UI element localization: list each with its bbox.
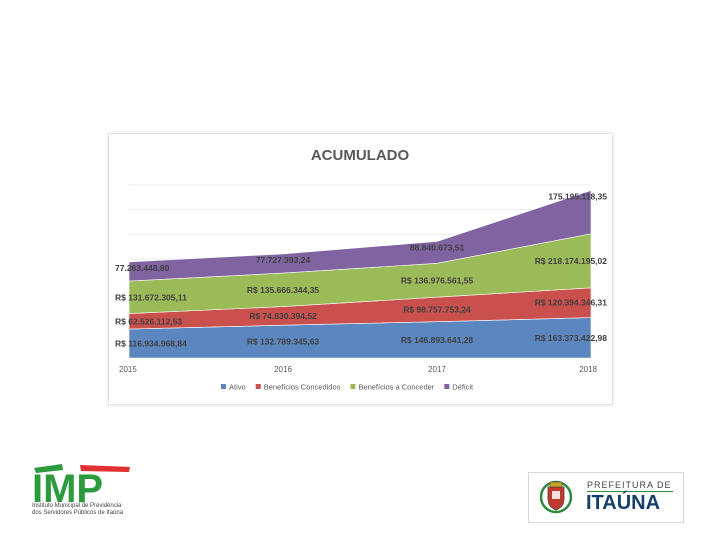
data-label-beneficios-a-conceder: R$ 218.174.195,02 bbox=[535, 256, 608, 266]
legend: Ativo Benefícios Concedidos Benefícios a C… bbox=[221, 383, 474, 392]
chart-panel: ACUMULADO R$ 116.934.968,84 R$ 132.789.34… bbox=[108, 133, 613, 405]
data-label-beneficios-concedidos: R$ 98.757.753,24 bbox=[403, 304, 471, 314]
data-label-beneficios-concedidos: R$ 74.830.394,52 bbox=[249, 311, 317, 321]
legend-label-ativo: Ativo bbox=[229, 383, 246, 392]
x-tick-label: 2015 bbox=[119, 365, 137, 374]
legend-swatch-deficit bbox=[444, 384, 450, 389]
imp-logo-subtitle: Instituto Municipal de Previdência dos S… bbox=[32, 503, 144, 517]
legend-label-beneficios-concedidos: Benefícios Concedidos bbox=[264, 383, 341, 392]
imp-logo-mark: IMP bbox=[32, 464, 130, 504]
data-label-ativo: R$ 146.893.641,28 bbox=[401, 335, 474, 345]
data-label-deficit: 77.263.448,80 bbox=[115, 263, 170, 273]
area-series bbox=[128, 190, 592, 359]
data-label-deficit: 88.840.673,51 bbox=[410, 242, 465, 252]
data-label-beneficios-a-conceder: R$ 135.666.344,35 bbox=[247, 285, 320, 295]
data-label-deficit: 175.195.118,35 bbox=[548, 192, 607, 202]
legend-label-deficit: Déficit bbox=[452, 383, 474, 392]
legend-swatch-beneficios-a-conceder bbox=[350, 384, 356, 389]
imp-subtitle-line2: dos Servidores Públicos de Itaúna bbox=[32, 510, 124, 516]
city-name: ITAÚNA bbox=[586, 492, 661, 514]
prefeitura-itauna-logo: PREFEITURA DE ITAÚNA bbox=[528, 472, 684, 523]
area-chart: ACUMULADO R$ 116.934.968,84 R$ 132.789.34… bbox=[115, 147, 607, 392]
x-tick-label: 2018 bbox=[579, 365, 597, 374]
x-tick-label: 2017 bbox=[428, 365, 446, 374]
data-label-ativo: R$ 163.373.422,98 bbox=[535, 333, 608, 343]
chart-title: ACUMULADO bbox=[311, 147, 410, 164]
data-labels: R$ 116.934.968,84 R$ 132.789.345,63 R$ 146… bbox=[115, 192, 607, 349]
data-label-beneficios-a-conceder: R$ 136.976.561,55 bbox=[401, 275, 474, 285]
imp-subtitle-line1: Instituto Municipal de Previdência bbox=[32, 503, 122, 509]
data-label-beneficios-concedidos: R$ 120.394.346,31 bbox=[535, 298, 608, 308]
data-label-beneficios-a-conceder: R$ 131.672.305,11 bbox=[115, 292, 187, 302]
area-deficit bbox=[128, 190, 592, 282]
legend-label-beneficios-a-conceder: Benefícios a Conceder bbox=[358, 383, 434, 392]
logo-divider bbox=[587, 491, 673, 492]
x-tick-label: 2016 bbox=[274, 365, 292, 374]
data-label-deficit: 77.727.393,24 bbox=[256, 255, 311, 265]
legend-swatch-beneficios-concedidos bbox=[255, 384, 261, 389]
data-label-ativo: R$ 116.934.968,84 bbox=[115, 339, 187, 349]
imp-logo: IMP Instituto Municipal de Previdência d… bbox=[32, 462, 142, 524]
data-label-ativo: R$ 132.789.345,63 bbox=[247, 337, 320, 347]
imp-logo-letters: IMP bbox=[32, 467, 103, 504]
data-label-beneficios-concedidos: R$ 62.526.112,53 bbox=[115, 316, 182, 326]
prefeitura-label: PREFEITURA DE bbox=[587, 480, 672, 490]
x-axis-ticks: 2015 2016 2017 2018 bbox=[119, 365, 598, 374]
city-crest-icon bbox=[539, 480, 573, 514]
legend-swatch-ativo bbox=[221, 384, 226, 389]
